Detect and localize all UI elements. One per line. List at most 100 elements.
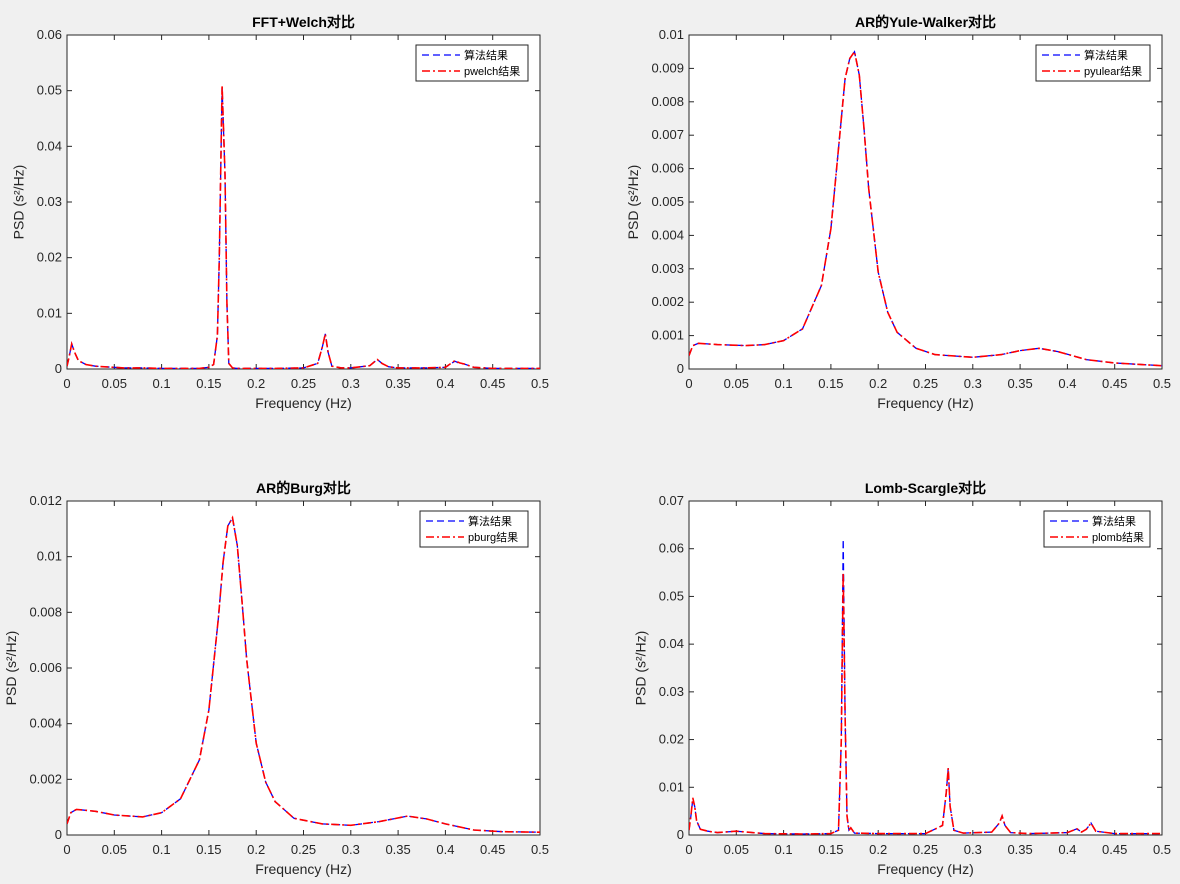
y-tick-label: 0.003 [651, 261, 684, 276]
x-tick-label: 0.5 [531, 842, 549, 857]
x-tick-label: 0.4 [1058, 376, 1076, 391]
y-tick-label: 0.006 [29, 660, 62, 675]
x-tick-label: 0.35 [385, 842, 410, 857]
legend: 算法结果 plomb结果 [1043, 510, 1151, 548]
series-line-2 [689, 49, 1162, 367]
x-tick-label: 0.4 [436, 842, 454, 857]
y-tick-label: 0.01 [37, 549, 62, 564]
legend-label-2: plomb结果 [1092, 531, 1144, 544]
y-tick-label: 0.002 [29, 771, 62, 786]
x-tick-label: 0 [685, 842, 692, 857]
y-tick-label: 0 [55, 827, 62, 842]
x-tick-label: 0.05 [724, 376, 749, 391]
x-tick-label: 0.3 [964, 842, 982, 857]
plot-area [688, 34, 1163, 370]
x-axis-label: Frequency (Hz) [877, 395, 973, 411]
y-tick-label: 0.01 [659, 779, 684, 794]
y-tick-label: 0.004 [29, 716, 62, 731]
x-tick-label: 0.15 [196, 842, 221, 857]
y-tick-label: 0.004 [651, 227, 684, 242]
y-tick-label: 0.002 [651, 294, 684, 309]
y-tick-label: 0.03 [37, 194, 62, 209]
plot-area [688, 500, 1163, 836]
x-tick-label: 0.3 [342, 376, 360, 391]
x-tick-label: 0.5 [531, 376, 549, 391]
x-tick-label: 0.2 [869, 842, 887, 857]
x-tick-label: 0.35 [385, 376, 410, 391]
y-tick-label: 0.04 [659, 636, 684, 651]
x-tick-label: 0.25 [913, 376, 938, 391]
x-axis-label: Frequency (Hz) [877, 861, 973, 877]
x-tick-label: 0.45 [1102, 842, 1127, 857]
legend-label-1: 算法结果 [1084, 48, 1128, 62]
y-tick-label: 0.009 [651, 60, 684, 75]
x-tick-label: 0.25 [291, 376, 316, 391]
x-tick-label: 0.05 [102, 376, 127, 391]
x-tick-label: 0.1 [775, 842, 793, 857]
x-tick-label: 0.45 [480, 376, 505, 391]
legend-label-1: 算法结果 [468, 514, 512, 528]
legend-box [419, 510, 529, 548]
y-tick-label: 0.007 [651, 127, 684, 142]
x-tick-label: 0.35 [1007, 376, 1032, 391]
x-tick-label: 0 [63, 376, 70, 391]
x-axis-label: Frequency (Hz) [255, 861, 351, 877]
legend-box [415, 44, 529, 82]
y-tick-label: 0.07 [659, 493, 684, 508]
plot-area [66, 500, 541, 836]
legend: 算法结果 pwelch结果 [415, 44, 529, 82]
x-tick-label: 0.3 [964, 376, 982, 391]
chart-title: AR的Burg对比 [256, 480, 351, 496]
x-tick-label: 0.1 [153, 376, 171, 391]
x-tick-label: 0 [685, 376, 692, 391]
series-line-2 [689, 572, 1162, 835]
x-tick-label: 0.05 [102, 842, 127, 857]
y-tick-label: 0.012 [29, 493, 62, 508]
chart-title: FFT+Welch对比 [252, 14, 355, 30]
y-tick-label: 0.006 [651, 161, 684, 176]
chart-title: AR的Yule-Walker对比 [855, 14, 996, 30]
x-tick-label: 0.5 [1153, 376, 1171, 391]
legend-label-2: pburg结果 [468, 531, 518, 544]
x-tick-label: 0.4 [1058, 842, 1076, 857]
legend-label-1: 算法结果 [1092, 514, 1136, 528]
y-tick-label: 0.05 [659, 588, 684, 603]
x-tick-label: 0.3 [342, 842, 360, 857]
y-tick-label: 0.001 [651, 328, 684, 343]
y-tick-label: 0.06 [659, 541, 684, 556]
x-tick-label: 0.15 [818, 842, 843, 857]
y-tick-label: 0.01 [37, 305, 62, 320]
y-tick-label: 0.02 [659, 732, 684, 747]
x-tick-label: 0.25 [291, 842, 316, 857]
x-tick-label: 0 [63, 842, 70, 857]
y-tick-label: 0 [677, 827, 684, 842]
x-tick-label: 0.15 [196, 376, 221, 391]
y-tick-label: 0.005 [651, 194, 684, 209]
legend-label-2: pyulear结果 [1084, 65, 1142, 78]
y-tick-label: 0.008 [651, 94, 684, 109]
x-tick-label: 0.05 [724, 842, 749, 857]
x-tick-label: 0.25 [913, 842, 938, 857]
y-tick-label: 0.06 [37, 27, 62, 42]
x-tick-label: 0.45 [480, 842, 505, 857]
x-tick-label: 0.2 [869, 376, 887, 391]
subplot-1: 0 0.05 0.1 0.15 0.2 0.25 0.3 0.35 0.4 0.45 0.5 0 0.0… [10, 14, 549, 411]
x-tick-label: 0.15 [818, 376, 843, 391]
plot-area [66, 34, 541, 370]
y-axis-label: PSD (s²/Hz) [10, 165, 26, 240]
x-axis-label: Frequency (Hz) [255, 395, 351, 411]
y-tick-label: 0.008 [29, 604, 62, 619]
x-tick-label: 0.2 [247, 376, 265, 391]
legend: 算法结果 pburg结果 [419, 510, 529, 548]
y-tick-label: 0.03 [659, 684, 684, 699]
y-axis-label: PSD (s²/Hz) [625, 165, 641, 240]
legend-label-2: pwelch结果 [464, 65, 520, 78]
y-tick-label: 0.05 [37, 83, 62, 98]
y-tick-label: 0.02 [37, 250, 62, 265]
legend-label-1: 算法结果 [464, 48, 508, 62]
y-tick-label: 0.01 [659, 27, 684, 42]
subplot-3: 0 0.05 0.1 0.15 0.2 0.25 0.3 0.35 0.4 0.45 0.5 0 0.0… [3, 480, 549, 877]
x-tick-label: 0.5 [1153, 842, 1171, 857]
x-tick-label: 0.45 [1102, 376, 1127, 391]
